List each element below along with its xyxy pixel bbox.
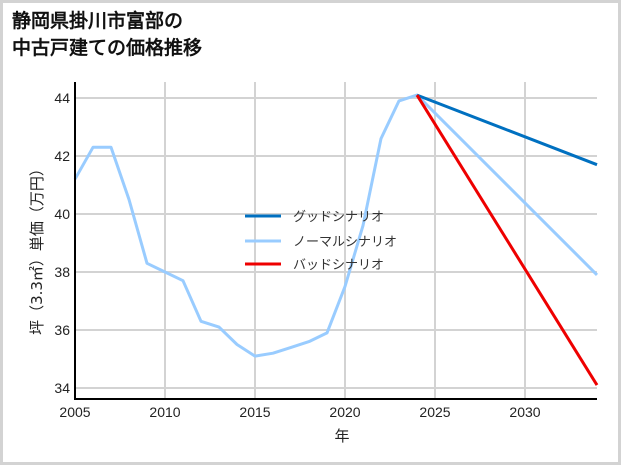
chart-title-line-1: 静岡県掛川市富部の [12,10,184,32]
legend-item-good: グッドシナリオ [245,210,384,225]
y-tick-label: 42 [54,148,70,164]
legend-label-bad: バッドシナリオ [293,258,384,273]
series-line-2 [415,94,599,386]
legend-item-bad: バッドシナリオ [245,258,384,273]
x-axis-label: 年 [334,427,349,445]
legend-item-normal: ノーマルシナリオ [245,235,397,250]
x-tick-label: 2025 [419,404,450,420]
axes [74,82,597,400]
chart-title: 静岡県掛川市富部の 中古戸建ての価格推移 [12,8,202,62]
y-tick-label: 34 [54,380,70,396]
y-tick-label: 38 [54,264,70,280]
legend: グッドシナリオ ノーマルシナリオ バッドシナリオ [245,210,397,273]
x-tick-label: 2010 [149,404,180,420]
y-tick-label: 40 [54,206,70,222]
x-tick-label: 2020 [329,404,360,420]
x-tick-label: 2030 [509,404,540,420]
x-tick-label: 2015 [239,404,270,420]
y-tick-label: 36 [54,322,70,338]
series-line-1 [73,93,599,358]
y-tick-labels: 34 36 38 40 42 44 [54,90,70,396]
series-line-0 [416,93,598,167]
x-tick-label: 2005 [59,404,90,420]
y-tick-label: 44 [54,90,70,106]
legend-label-normal: ノーマルシナリオ [293,235,397,250]
y-axis-label: 坪（3.3㎡）単価（万円） [28,161,46,335]
chart-title-line-2: 中古戸建ての価格推移 [12,37,203,59]
x-tick-labels: 2005 2010 2015 2020 2025 2030 [59,404,540,420]
data-series [73,93,599,386]
legend-label-good: グッドシナリオ [293,210,384,225]
